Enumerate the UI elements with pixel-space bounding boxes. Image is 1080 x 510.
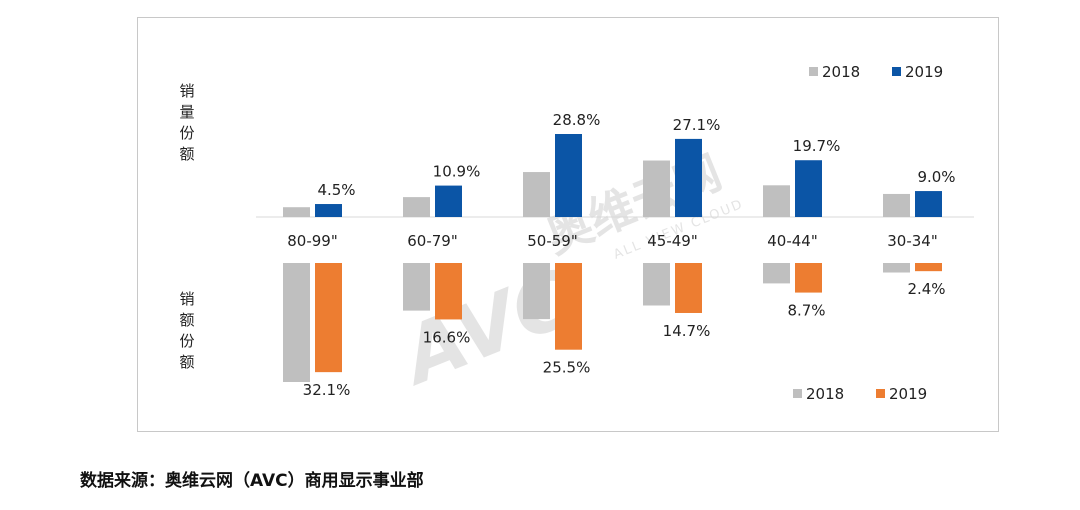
x-tick-label: 50-59" [527,232,578,250]
x-tick-label: 30-34" [887,232,938,250]
bar-volume-2018 [403,197,430,217]
bar-volume-2018 [523,172,550,217]
data-label-revenue-2019: 32.1% [303,381,351,399]
bar-revenue-2018 [523,263,550,320]
data-label-revenue-2019: 8.7% [787,302,825,320]
data-source-note: 数据来源：奥维云网（AVC）商用显示事业部 [80,471,424,491]
bar-revenue-2019 [915,263,942,272]
y-axis-label-volume-char: 销 [179,82,194,100]
x-tick-label: 40-44" [767,232,818,250]
y-axis-label-volume-char: 量 [179,103,194,121]
data-label-volume-2019: 10.9% [433,163,481,181]
y-axis-label-revenue-char: 销 [179,290,194,308]
bar-volume-2019 [795,160,822,217]
y-axis-label-volume: 销量份额 [179,82,194,163]
x-tick-label: 80-99" [287,232,338,250]
chart-frame: AVC 奥维云网 ALL VIEW CLOUD 销量份额 销额份额 4.5% 80-99" 1… [137,17,999,432]
legend-revenue-swatch-2018 [793,389,802,398]
bar-revenue-2018 [643,263,670,306]
y-axis-label-revenue-char: 份 [179,332,194,350]
legend-volume-swatch-2018 [809,67,818,76]
x-tick-label: 60-79" [407,232,458,250]
bar-volume-2019 [435,185,462,217]
bar-volume-2019 [675,138,702,217]
data-label-volume-2019: 27.1% [673,116,721,134]
y-axis-label-volume-char: 额 [179,145,194,163]
bar-revenue-2018 [403,263,430,311]
y-axis-label-revenue: 销额份额 [179,290,194,371]
bar-volume-2019 [315,204,342,217]
x-tick-label: 45-49" [647,232,698,250]
data-label-volume-2019: 9.0% [917,168,955,186]
legend-volume-label-2018: 2018 [822,63,860,81]
legend-revenue-label-2019: 2019 [889,385,927,403]
legend-revenue-swatch-2019 [876,389,885,398]
bar-revenue-2018 [763,263,790,284]
bar-volume-2018 [283,207,310,217]
bar-volume-2019 [555,134,582,217]
bar-revenue-2019 [795,263,822,293]
y-axis-label-volume-char: 份 [179,124,194,142]
bar-revenue-2019 [555,263,582,350]
legend-volume-swatch-2019 [892,67,901,76]
legend-revenue-label-2018: 2018 [806,385,844,403]
bar-volume-2018 [763,185,790,217]
bar-revenue-2018 [883,263,910,273]
data-label-volume-2019: 28.8% [553,111,601,129]
bar-revenue-2018 [283,263,310,382]
bar-volume-2019 [915,191,942,217]
bar-volume-2018 [643,160,670,217]
bar-revenue-2019 [435,263,462,320]
data-label-revenue-2019: 14.7% [663,322,711,340]
legend-volume-label-2019: 2019 [905,63,943,81]
bar-revenue-2019 [675,263,702,313]
y-axis-label-revenue-char: 额 [179,311,194,329]
bar-volume-2018 [883,193,910,217]
y-axis-label-revenue-char: 额 [179,353,194,371]
bar-revenue-2019 [315,263,342,373]
data-label-revenue-2019: 16.6% [423,328,471,346]
data-label-volume-2019: 19.7% [793,137,841,155]
data-label-revenue-2019: 2.4% [907,280,945,298]
data-label-volume-2019: 4.5% [317,181,355,199]
data-label-revenue-2019: 25.5% [543,359,591,377]
